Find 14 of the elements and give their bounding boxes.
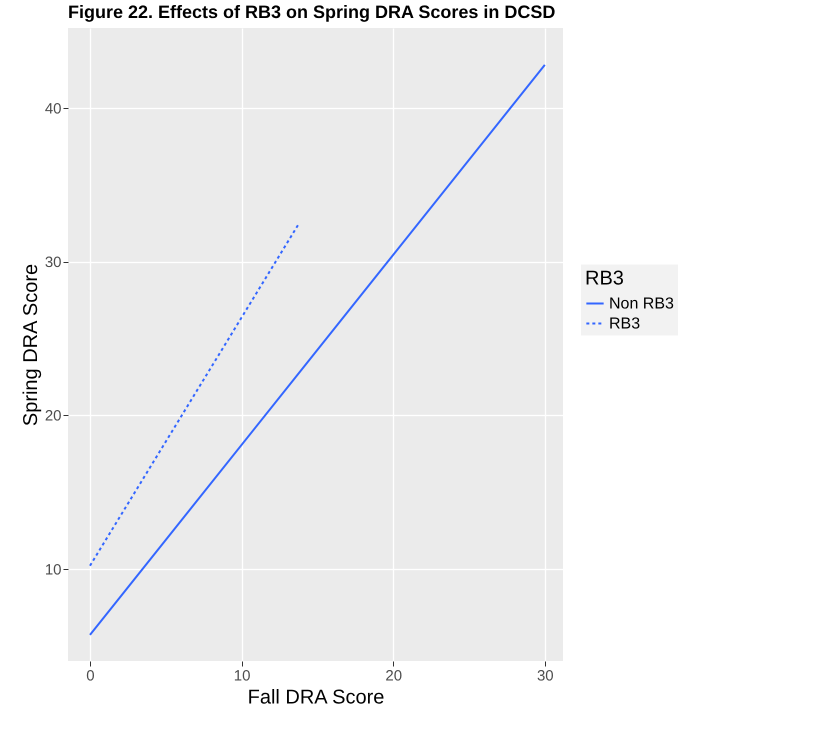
x-tick-label: 20 <box>385 668 402 684</box>
x-tick-label: 10 <box>234 668 250 684</box>
legend-label: RB3 <box>609 316 640 332</box>
y-tick-label: 30 <box>44 254 62 272</box>
chart-title: Figure 22. Effects of RB3 on Spring DRA Scores in DCSD <box>68 2 556 22</box>
legend-label: Non RB3 <box>609 296 674 312</box>
x-axis-title: Fall DRA Score <box>248 686 384 708</box>
x-tick-label: 0 <box>86 668 95 684</box>
y-tick-label: 10 <box>44 561 62 578</box>
legend-title: RB3 <box>585 268 624 290</box>
y-tick-label: 20 <box>44 408 62 425</box>
x-tick-label: 30 <box>536 668 554 684</box>
y-tick-label: 40 <box>44 100 62 118</box>
y-axis-title: Spring DRA Score <box>20 264 42 426</box>
